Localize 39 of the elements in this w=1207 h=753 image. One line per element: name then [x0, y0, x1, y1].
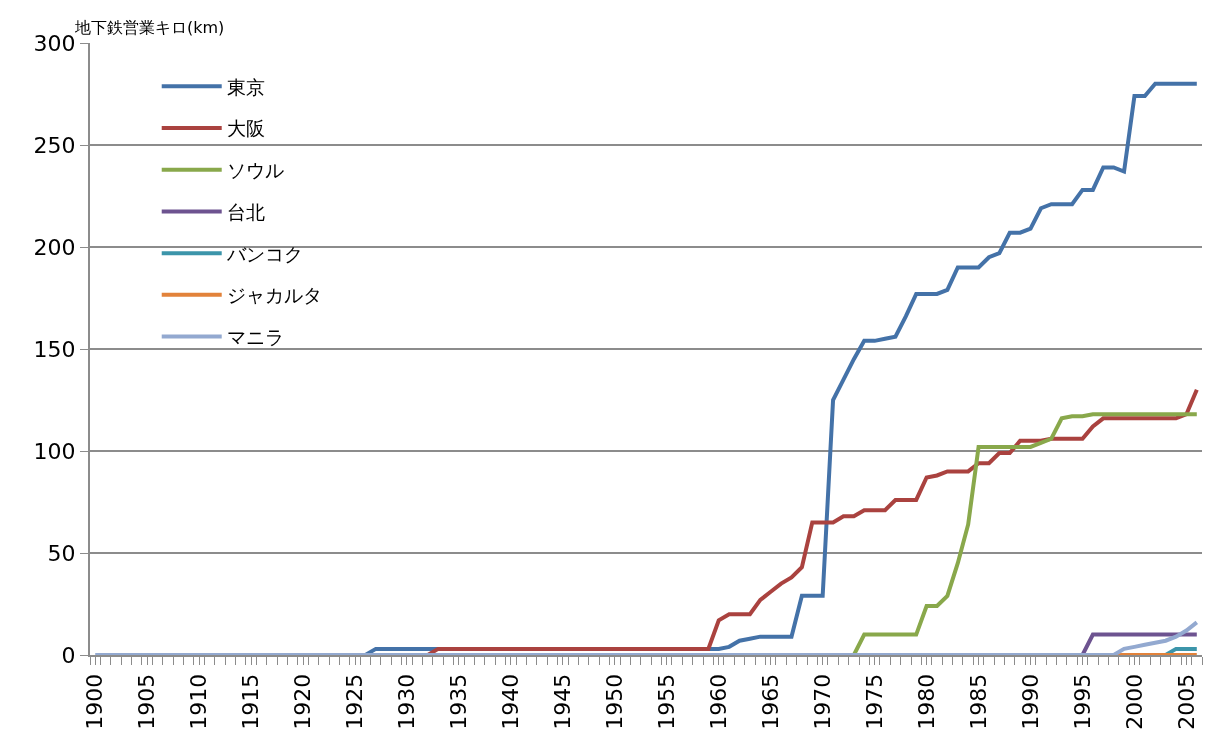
x-tick-label: 1970 — [809, 673, 835, 730]
x-tick-label: 1945 — [550, 673, 576, 730]
x-tick-label: 1915 — [238, 673, 264, 730]
line-series — [93, 620, 1199, 655]
legend-label: ジャカルタ — [226, 284, 322, 307]
x-tick-label: 1930 — [394, 673, 420, 730]
legend-label: ソウル — [226, 159, 284, 182]
y-tick-label: 150 — [33, 336, 76, 362]
x-tick-label: 1995 — [1069, 673, 1095, 730]
y-tick-label: 0 — [61, 642, 76, 668]
x-tick-label: 1985 — [965, 673, 991, 730]
line-series — [851, 412, 1199, 655]
legend-label: 大阪 — [226, 117, 265, 140]
x-tick-label: 1910 — [186, 673, 212, 730]
x-tick-label: 1920 — [290, 673, 316, 730]
x-tick-label: 2005 — [1173, 673, 1199, 730]
x-tick-label: 1975 — [861, 673, 887, 730]
x-tick-label: 1900 — [82, 673, 108, 730]
legend-label: 台北 — [226, 200, 265, 223]
y-tick-label: 50 — [47, 540, 76, 566]
x-tick-label: 1905 — [134, 673, 160, 730]
x-tick-label: 2000 — [1121, 673, 1147, 730]
x-tick-label: 1940 — [498, 673, 524, 730]
x-tick-label: 1950 — [601, 673, 627, 730]
y-tick-label: 300 — [33, 30, 76, 56]
y-axis-title: 地下鉄営業キロ(km) — [74, 18, 225, 37]
x-tick-label: 1960 — [705, 673, 731, 730]
x-tick-label: 1990 — [1017, 673, 1043, 730]
y-tick-label: 250 — [33, 132, 76, 158]
legend-label: 東京 — [226, 75, 265, 98]
x-tick-label: 1980 — [913, 673, 939, 730]
y-tick-label: 100 — [33, 438, 76, 464]
legend-label: バンコク — [225, 242, 303, 265]
x-tick-label: 1955 — [653, 673, 679, 730]
y-tick-label: 200 — [33, 234, 76, 260]
x-tick-label: 1965 — [757, 673, 783, 730]
legend-label: マニラ — [226, 325, 284, 348]
x-tick-label: 1925 — [342, 673, 368, 730]
x-tick-label: 1935 — [446, 673, 472, 730]
